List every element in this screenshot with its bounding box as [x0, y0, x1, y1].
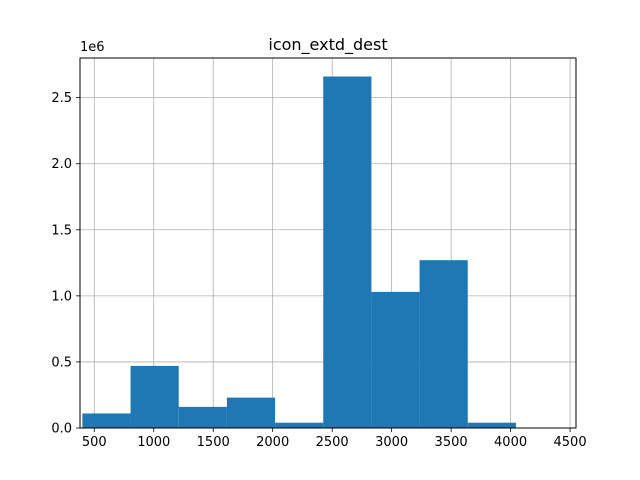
x-tick-label: 3000 — [375, 435, 408, 450]
y-tick-label: 2.5 — [51, 91, 72, 106]
x-tick-label: 3500 — [435, 435, 468, 450]
y-tick-label: 1.0 — [51, 289, 72, 304]
x-axis-ticks: 500 1000 1500 2000 2500 3000 3500 4000 4500 — [82, 428, 587, 450]
x-tick-label: 1500 — [197, 435, 230, 450]
x-tick-label: 4000 — [494, 435, 527, 450]
x-tick-label: 2000 — [256, 435, 289, 450]
y-tick-label: 2.0 — [51, 157, 72, 172]
histogram-bar-5 — [323, 76, 372, 428]
y-offset-label: 1e6 — [80, 40, 105, 55]
histogram-bar-3 — [226, 397, 276, 428]
histogram-bar-8 — [467, 422, 516, 428]
histogram-bar-2 — [178, 406, 227, 428]
histogram-bar-1 — [130, 365, 179, 428]
y-tick-label: 0.0 — [51, 422, 72, 437]
histogram-bar-6 — [371, 291, 420, 428]
chart-title: icon_extd_dest — [268, 35, 387, 55]
histogram-bar-7 — [419, 260, 468, 428]
x-tick-label: 500 — [82, 435, 107, 450]
plot-frame — [79, 57, 577, 429]
x-tick-label: 2500 — [316, 435, 349, 450]
x-tick-label: 1000 — [137, 435, 170, 450]
y-tick-label: 1.5 — [51, 223, 72, 238]
y-axis-ticks: 0.0 0.5 1.0 1.5 2.0 2.5 — [51, 91, 80, 437]
histogram-bar-0 — [82, 413, 131, 428]
y-tick-label: 0.5 — [51, 355, 72, 370]
histogram-bars — [82, 76, 516, 428]
x-tick-label: 4500 — [554, 435, 587, 450]
histogram-bar-4 — [275, 422, 324, 428]
